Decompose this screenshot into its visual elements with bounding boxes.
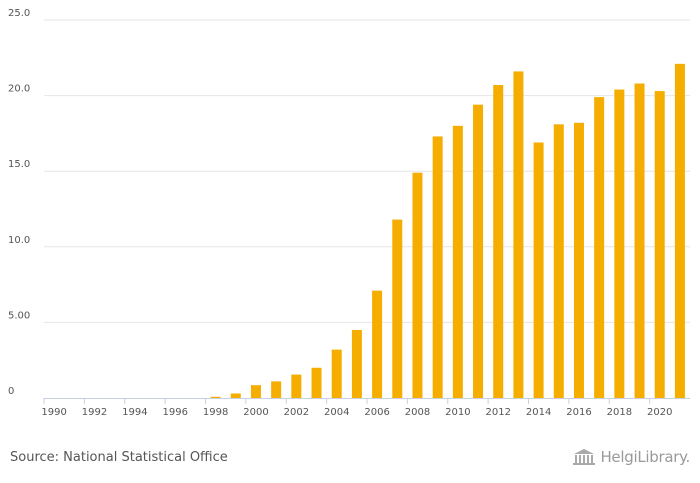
x-tick-label: 1992	[82, 407, 107, 418]
brand-logo: HelgiLibrary.	[572, 448, 690, 466]
x-tick-label: 2016	[566, 407, 591, 418]
y-tick-label: 20.0	[8, 84, 30, 95]
bar-2010	[452, 125, 463, 398]
bar-2018	[614, 89, 625, 398]
y-tick-label: 25.0	[8, 8, 30, 19]
bar-2021	[674, 63, 685, 399]
bar-2004	[331, 349, 342, 398]
brand-name: HelgiLibrary.	[600, 448, 690, 466]
bar-2000	[250, 385, 261, 398]
bar-2005	[351, 329, 362, 398]
x-tick-label: 2012	[485, 407, 510, 418]
library-building-icon	[573, 449, 596, 465]
x-tick-label: 2010	[445, 407, 470, 418]
bar-2006	[372, 290, 383, 398]
x-tick-label: 2000	[243, 407, 268, 418]
x-tick-label: 2018	[607, 407, 632, 418]
bar-2011	[473, 104, 484, 398]
x-tick-label: 2014	[526, 407, 551, 418]
x-tick-label: 2008	[405, 407, 430, 418]
bar-2017	[594, 97, 605, 398]
y-tick-label: 5.00	[8, 310, 30, 321]
bar-2013	[513, 71, 524, 399]
bar-2019	[634, 83, 645, 398]
x-tick-label: 2002	[284, 407, 309, 418]
bar-2008	[412, 172, 423, 398]
y-tick-label: 15.0	[8, 159, 30, 170]
bar-2016	[573, 122, 584, 398]
bar-2007	[392, 219, 403, 398]
bar-1998	[210, 396, 221, 398]
bar-2020	[654, 91, 665, 399]
y-tick-label: 0	[8, 386, 14, 397]
bar-2001	[271, 381, 282, 398]
x-tick-label: 2006	[364, 407, 389, 418]
source-note: Source: National Statistical Office	[10, 450, 228, 465]
bar-2009	[432, 136, 443, 398]
bar-1999	[230, 393, 241, 398]
x-tick-label: 2020	[647, 407, 672, 418]
x-tick-label: 2004	[324, 407, 349, 418]
bar-2014	[533, 142, 544, 398]
x-tick-label: 1998	[203, 407, 228, 418]
x-tick-label: 1996	[162, 407, 187, 418]
x-tick-label: 1994	[122, 407, 147, 418]
bar-chart: 0 5.00 10.0 15.0 20.0 25.0 1990 1992 1994 1996 199…	[8, 8, 690, 418]
bar-2002	[291, 374, 302, 398]
bar-2012	[493, 85, 504, 399]
bar-2003	[311, 367, 322, 398]
y-tick-label: 10.0	[8, 235, 30, 246]
bar-2015	[553, 124, 564, 398]
x-tick-label: 1990	[41, 407, 66, 418]
